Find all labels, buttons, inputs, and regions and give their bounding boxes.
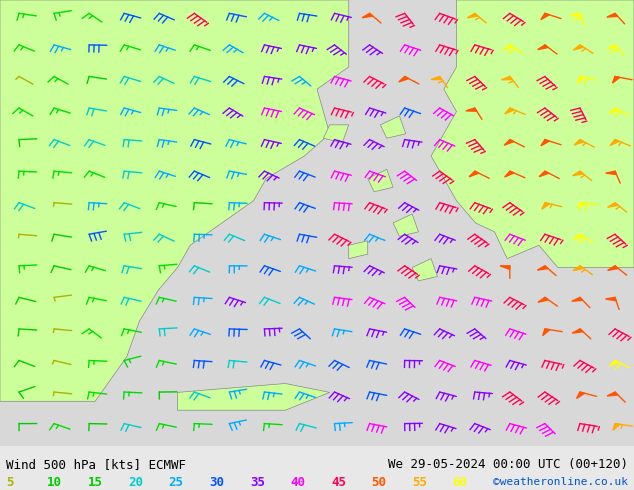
Polygon shape <box>605 171 616 174</box>
Polygon shape <box>607 392 618 396</box>
Text: 15: 15 <box>87 476 103 489</box>
Polygon shape <box>573 171 583 176</box>
Polygon shape <box>501 76 512 80</box>
Text: 20: 20 <box>128 476 143 489</box>
Polygon shape <box>573 266 583 270</box>
Polygon shape <box>542 203 550 209</box>
Polygon shape <box>469 171 479 177</box>
Polygon shape <box>503 45 514 50</box>
Polygon shape <box>504 140 514 145</box>
Text: 60: 60 <box>453 476 468 489</box>
Polygon shape <box>577 76 585 83</box>
Polygon shape <box>393 214 418 236</box>
Text: 30: 30 <box>209 476 224 489</box>
Polygon shape <box>543 329 550 336</box>
Polygon shape <box>607 13 618 17</box>
Text: 25: 25 <box>169 476 184 489</box>
Polygon shape <box>571 13 581 17</box>
Polygon shape <box>607 45 618 49</box>
Polygon shape <box>610 140 619 146</box>
Polygon shape <box>537 266 548 270</box>
Polygon shape <box>541 140 550 146</box>
Polygon shape <box>573 45 584 50</box>
Polygon shape <box>612 76 620 83</box>
Polygon shape <box>573 234 583 239</box>
Polygon shape <box>609 108 619 114</box>
Polygon shape <box>349 241 368 259</box>
Polygon shape <box>538 297 548 302</box>
Polygon shape <box>500 266 510 270</box>
Text: 40: 40 <box>290 476 306 489</box>
Text: 35: 35 <box>250 476 265 489</box>
Polygon shape <box>574 140 584 145</box>
Polygon shape <box>178 384 330 410</box>
Polygon shape <box>572 297 583 301</box>
Polygon shape <box>609 361 619 366</box>
Text: 55: 55 <box>412 476 427 489</box>
Polygon shape <box>368 170 393 192</box>
Polygon shape <box>605 297 616 301</box>
Polygon shape <box>576 392 585 398</box>
Polygon shape <box>505 108 514 114</box>
Polygon shape <box>431 76 442 79</box>
Polygon shape <box>578 203 585 210</box>
Text: We 29-05-2024 00:00 UTC (00+120): We 29-05-2024 00:00 UTC (00+120) <box>387 458 628 471</box>
Polygon shape <box>607 203 618 207</box>
Text: 50: 50 <box>372 476 387 489</box>
Polygon shape <box>323 125 349 143</box>
Text: 45: 45 <box>331 476 346 489</box>
Text: Wind 500 hPa [kts] ECMWF: Wind 500 hPa [kts] ECMWF <box>6 458 186 471</box>
Text: 10: 10 <box>47 476 62 489</box>
Polygon shape <box>573 329 583 333</box>
Polygon shape <box>607 266 618 270</box>
Polygon shape <box>466 108 477 111</box>
Polygon shape <box>0 0 349 401</box>
Polygon shape <box>613 423 620 430</box>
Polygon shape <box>362 13 373 18</box>
Polygon shape <box>380 116 406 138</box>
Polygon shape <box>399 76 409 82</box>
Polygon shape <box>412 259 437 281</box>
Polygon shape <box>538 45 548 49</box>
Polygon shape <box>467 13 478 18</box>
Text: ©weatheronline.co.uk: ©weatheronline.co.uk <box>493 477 628 487</box>
Polygon shape <box>541 13 550 20</box>
Polygon shape <box>539 171 549 177</box>
Text: 5: 5 <box>6 476 14 489</box>
Polygon shape <box>505 171 514 177</box>
Polygon shape <box>431 0 634 268</box>
